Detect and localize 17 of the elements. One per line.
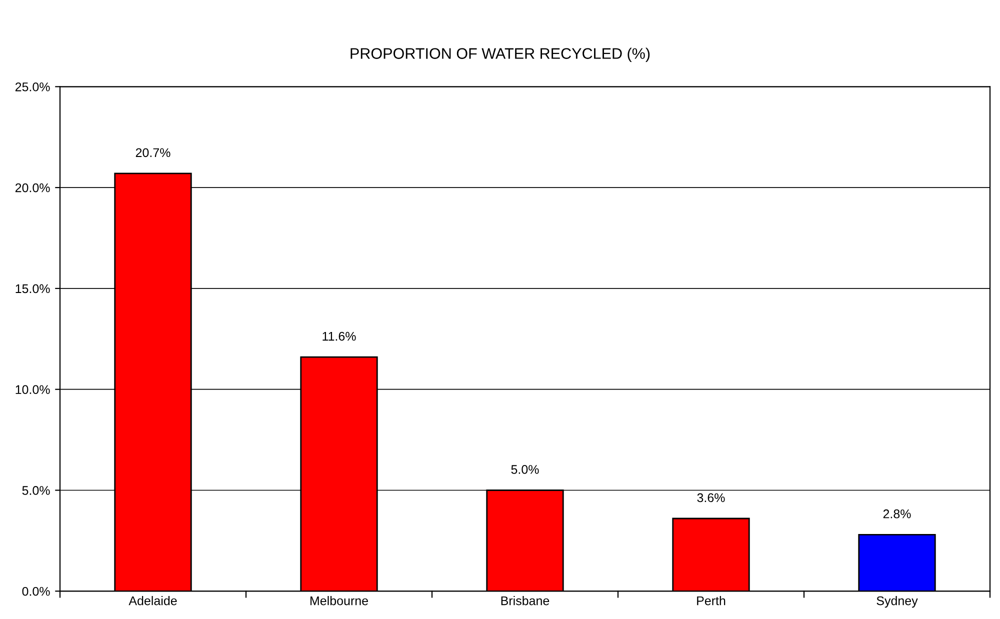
y-tick-label: 5.0%	[22, 486, 50, 495]
data-label: 20.7%	[136, 148, 170, 158]
y-tick-label: 10.0%	[16, 385, 50, 394]
y-tick-label: 25.0%	[15, 82, 50, 92]
x-tick-label: Melbourne	[310, 596, 368, 606]
y-tick-label: 15.0%	[16, 284, 50, 294]
chart-title: PROPORTION OF WATER RECYCLED (%)	[350, 48, 650, 62]
x-tick-label: Sydney	[876, 596, 918, 608]
data-label: 3.6%	[697, 493, 725, 502]
data-label: 11.6%	[322, 332, 356, 341]
y-tick-label: 20.0%	[15, 183, 50, 192]
data-label: 5.0%	[511, 465, 539, 474]
data-label: 2.8%	[883, 509, 911, 518]
x-tick-label: Perth	[697, 596, 726, 606]
x-tick-label: Adelaide	[128, 596, 177, 606]
x-tick-label: Brisbane	[501, 596, 550, 606]
y-tick-label: 0.0%	[22, 586, 50, 596]
